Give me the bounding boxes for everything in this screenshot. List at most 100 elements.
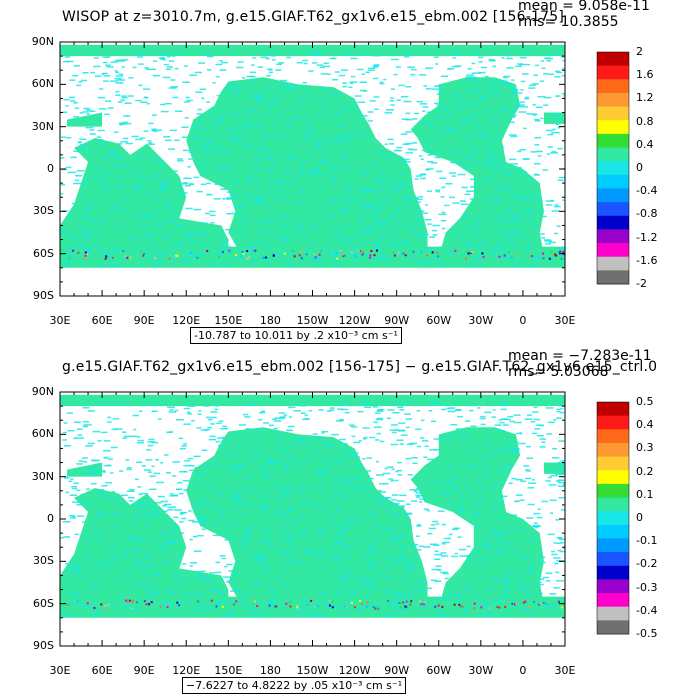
- colorbar-swatch: [597, 188, 629, 203]
- colorbar-label: 1.6: [636, 68, 654, 82]
- longitude-tick-label: 90W: [384, 664, 410, 677]
- map-plot: [59, 41, 630, 297]
- colorbar-swatch: [597, 565, 629, 580]
- longitude-tick-label: 120W: [338, 314, 371, 327]
- longitude-tick-label: 30E: [554, 664, 576, 677]
- colorbar-swatch: [597, 174, 629, 189]
- ocean-speckle: [60, 402, 565, 618]
- contour-range-box: -10.787 to 10.011 by .2 x10⁻³ cm s⁻¹: [190, 327, 402, 344]
- colorbar-label: 0.5: [636, 395, 654, 408]
- colorbar-label: 0: [636, 161, 643, 174]
- colorbar-label: 0.3: [636, 441, 654, 455]
- colorbar-swatch: [597, 79, 629, 94]
- longitude-tick-label: 120E: [172, 664, 201, 677]
- arabian-sea: [67, 112, 103, 127]
- latitude-tick-label: 90N: [31, 35, 54, 48]
- colorbar-label: -0.5: [636, 627, 658, 640]
- colorbar-swatch: [597, 620, 629, 635]
- latitude-tick-label: 30S: [33, 204, 54, 218]
- longitude-tick-label: 0: [519, 314, 527, 327]
- colorbar-swatch: [597, 524, 629, 539]
- map-plot: [59, 391, 630, 647]
- colorbar-label: -0.4: [636, 184, 658, 198]
- indian-ocean: [60, 487, 229, 607]
- longitude-tick-label: 0: [519, 664, 527, 677]
- colorbar-label: -1.6: [636, 253, 658, 267]
- ocean-speckle: [60, 52, 565, 268]
- atlantic-ocean: [410, 77, 544, 257]
- mean-value: mean = 9.058e-11: [518, 0, 650, 14]
- longitude-tick-label: 90W: [384, 314, 410, 327]
- latitude-tick-label: 90S: [33, 639, 54, 652]
- colorbar-swatch: [597, 215, 629, 230]
- colorbar-label: -0.1: [636, 534, 658, 548]
- colorbar-swatch: [597, 593, 629, 608]
- colorbar-label: -0.4: [636, 603, 658, 617]
- colorbar-swatch: [597, 511, 629, 526]
- longitude-tick-label: 150W: [296, 314, 329, 327]
- latitude-tick-label: 90S: [33, 289, 54, 302]
- longitude-tick-label: 60E: [91, 664, 113, 677]
- longitude-tick-label: 150E: [214, 664, 243, 677]
- longitude-tick-label: 180: [259, 664, 281, 677]
- colorbar-label: 0.2: [636, 464, 654, 478]
- colorbar-swatch: [597, 470, 629, 485]
- colorbar-swatch: [597, 538, 629, 553]
- colorbar-swatch: [597, 402, 629, 417]
- colorbar-label: -0.8: [636, 207, 658, 221]
- colorbar-swatch: [597, 606, 629, 621]
- colorbar-swatch: [597, 161, 629, 176]
- colorbar-label: -1.2: [636, 230, 658, 244]
- latitude-tick-label: 90N: [31, 385, 54, 398]
- colorbar-label: 0.4: [636, 137, 654, 151]
- colorbar-swatch: [597, 256, 629, 271]
- longitude-tick-label: 60E: [91, 314, 113, 327]
- latitude-tick-label: 60N: [31, 427, 54, 441]
- colorbar-label: 0: [636, 511, 643, 524]
- colorbar-swatch: [597, 92, 629, 108]
- longitude-tick-label: 60W: [426, 314, 452, 327]
- colorbar-label: 0.4: [636, 418, 654, 432]
- lower-map-panel: g.e15.GIAF.T62_gx1v6.e15_ebm.002 [156-17…: [0, 348, 700, 700]
- panel-title: g.e15.GIAF.T62_gx1v6.e15_ebm.002 [156-17…: [62, 359, 658, 375]
- colorbar-swatch: [597, 133, 629, 149]
- colorbar-label: 2: [636, 45, 643, 58]
- indian-ocean: [60, 137, 229, 257]
- upper-map-panel: WISOP at z=3010.7m, g.e15.GIAF.T62_gx1v6…: [31, 0, 658, 344]
- latitude-tick-label: 30N: [31, 469, 54, 483]
- longitude-tick-label: 30E: [49, 314, 71, 327]
- panel-title: WISOP at z=3010.7m, g.e15.GIAF.T62_gx1v6…: [62, 9, 565, 25]
- colorbar-swatch: [597, 243, 629, 258]
- rms-value: rms= 10.3855: [518, 14, 619, 30]
- southern-ocean: [60, 596, 565, 618]
- longitude-tick-label: 30W: [468, 314, 494, 327]
- colorbar-swatch: [597, 579, 629, 594]
- colorbar-swatch: [597, 229, 629, 244]
- colorbar-swatch: [597, 106, 629, 121]
- colorbar-label: -2: [636, 277, 647, 290]
- longitude-tick-label: 90E: [133, 314, 155, 327]
- mean-value: mean = −7.283e-11: [508, 348, 652, 364]
- longitude-tick-label: 120W: [338, 664, 371, 677]
- colorbar-swatch: [597, 497, 629, 512]
- colorbar-swatch: [597, 147, 629, 162]
- colorbar-swatch: [597, 552, 629, 567]
- contour-range-box: −7.6227 to 4.8222 by .05 x10⁻³ cm s⁻¹: [182, 677, 407, 694]
- colorbar-swatch: [597, 442, 629, 458]
- latitude-tick-label: 30S: [33, 554, 54, 568]
- colorbar-swatch: [597, 65, 629, 80]
- colorbar-label: 0.8: [636, 114, 654, 128]
- pacific-ocean: [186, 427, 428, 611]
- longitude-tick-label: 30E: [554, 314, 576, 327]
- colorbar-label: -0.2: [636, 557, 658, 571]
- latitude-tick-label: 0: [47, 162, 54, 175]
- longitude-tick-label: 120E: [172, 314, 201, 327]
- colorbar-swatch: [597, 270, 629, 285]
- colorbar-swatch: [597, 429, 629, 444]
- longitude-tick-label: 90E: [133, 664, 155, 677]
- colorbar-swatch: [597, 202, 629, 217]
- colorbar-label: 1.2: [636, 91, 654, 105]
- latitude-tick-label: 60S: [33, 596, 54, 610]
- latitude-tick-label: 30N: [31, 119, 54, 133]
- arabian-sea: [67, 462, 103, 477]
